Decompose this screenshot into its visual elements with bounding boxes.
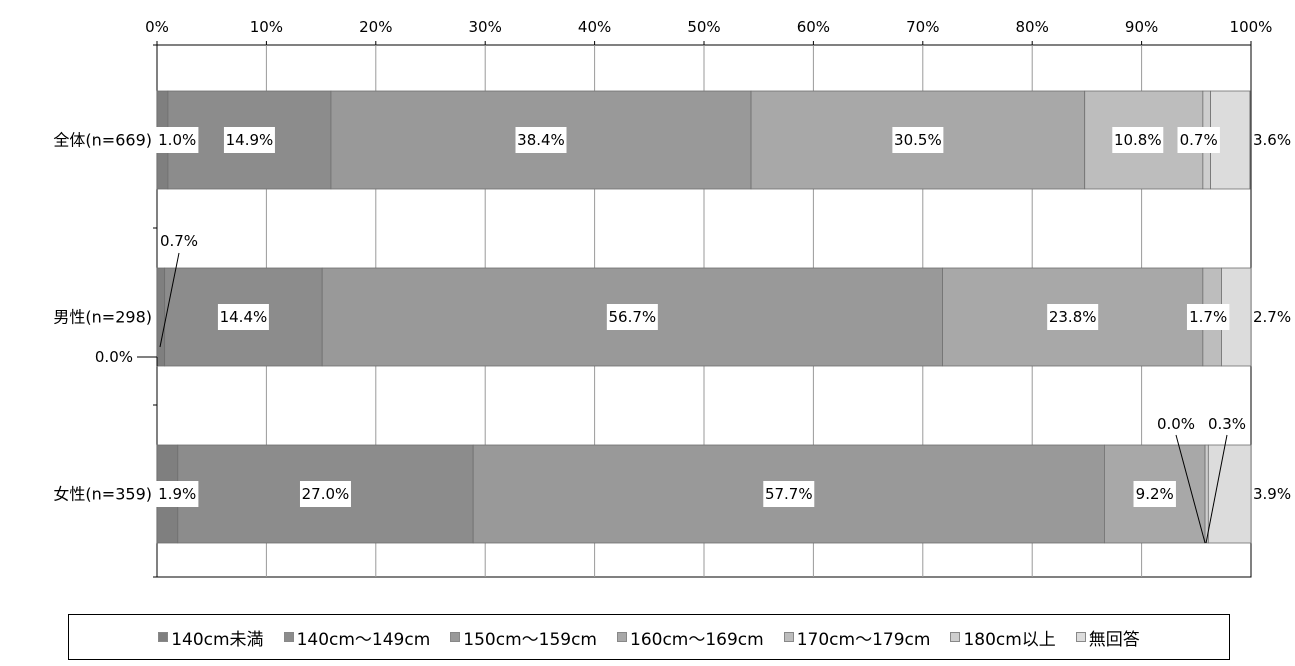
legend-label: 140cm～149cm [296,629,431,650]
category-label: 男性(n=298) [53,308,152,327]
bar-segment [1207,444,1252,544]
data-label: 0.0% [1157,415,1195,433]
legend-item: 140cm～149cm [283,625,431,650]
data-label: 14.9% [226,131,274,149]
legend-label: 140cm未満 [171,629,264,650]
data-label: 0.7% [160,232,198,250]
data-label: 1.0% [158,131,196,149]
x-tick-label: 90% [1125,18,1158,36]
bar-segment [1204,444,1209,544]
data-label-box [156,127,199,153]
data-label-box [892,127,944,153]
data-label-box [1177,127,1220,153]
x-tick-label: 40% [578,18,611,36]
leader-line [159,252,180,348]
data-label: 30.5% [894,131,942,149]
legend-label: 150cm～159cm [463,629,597,650]
leader-line [1175,434,1206,544]
data-label: 14.4% [220,308,268,326]
x-tick-label: 100% [1230,18,1273,36]
legend-item: 無回答 [1075,625,1140,650]
data-label: 23.8% [1049,308,1097,326]
data-label-box [1112,127,1164,153]
data-label: 0.7% [1180,131,1218,149]
data-label: 2.7% [1253,308,1291,326]
category-label: 女性(n=359) [53,485,152,504]
legend-label: 無回答 [1088,629,1140,650]
legend-label: 170cm～179cm [796,629,931,650]
legend-swatch [1075,632,1086,642]
data-label-box [223,127,275,153]
bar-segment [156,267,166,367]
data-label: 56.7% [609,308,657,326]
x-tick-label: 80% [1016,18,1049,36]
legend-item: 160cm～169cm [617,625,764,650]
data-label: 3.6% [1253,131,1291,149]
data-label-box [515,127,567,153]
legend-swatch [158,632,169,642]
data-label-box [217,304,269,330]
x-tick-label: 60% [797,18,830,36]
x-tick-label: 10% [250,18,283,36]
legend-item: 180cm以上 [950,625,1056,650]
data-label: 9.2% [1136,485,1174,503]
x-tick-label: 50% [687,18,720,36]
data-label: 3.9% [1253,485,1291,503]
legend-label: 180cm以上 [963,629,1056,650]
x-tick-label: 20% [359,18,392,36]
category-label: 全体(n=669) [53,131,152,150]
legend-item: 170cm～179cm [783,625,931,650]
data-label-box [1186,304,1230,330]
data-label: 57.7% [765,485,813,503]
legend-swatch [783,632,794,642]
legend-swatch [617,632,627,642]
data-label: 10.8% [1114,131,1162,149]
legend-swatch [950,632,961,642]
x-tick-label: 0% [145,18,169,36]
legend-item: 150cm～159cm [450,625,597,650]
data-label: 27.0% [302,485,350,503]
data-label: 0.3% [1208,415,1246,433]
x-tick-label: 30% [469,18,502,36]
chart-legend: 140cm未満 140cm～149cm 150cm～159cm 160cm～169cm… [68,614,1230,660]
data-label-box [156,481,199,507]
data-label-box [1047,304,1099,330]
data-label-box [606,304,658,330]
data-label: 38.4% [517,131,565,149]
data-label-box [299,481,351,507]
legend-label: 160cm～169cm [630,629,764,650]
data-label: 0.0% [95,348,133,366]
data-label: 1.7% [1189,308,1227,326]
data-label-box [763,481,815,507]
data-label: 1.9% [158,485,196,503]
leader-line [1205,434,1228,544]
x-tick-label: 70% [906,18,939,36]
data-label-box [1133,481,1176,507]
legend-swatch [283,632,294,642]
legend-swatch [450,632,461,642]
stacked-bar-chart: 0% 10% 20% 30% 40% 50% 60% 70% 80% 90% 100% 全体(n=66… [53,18,1291,578]
legend-item: 140cm未満 [158,625,264,650]
